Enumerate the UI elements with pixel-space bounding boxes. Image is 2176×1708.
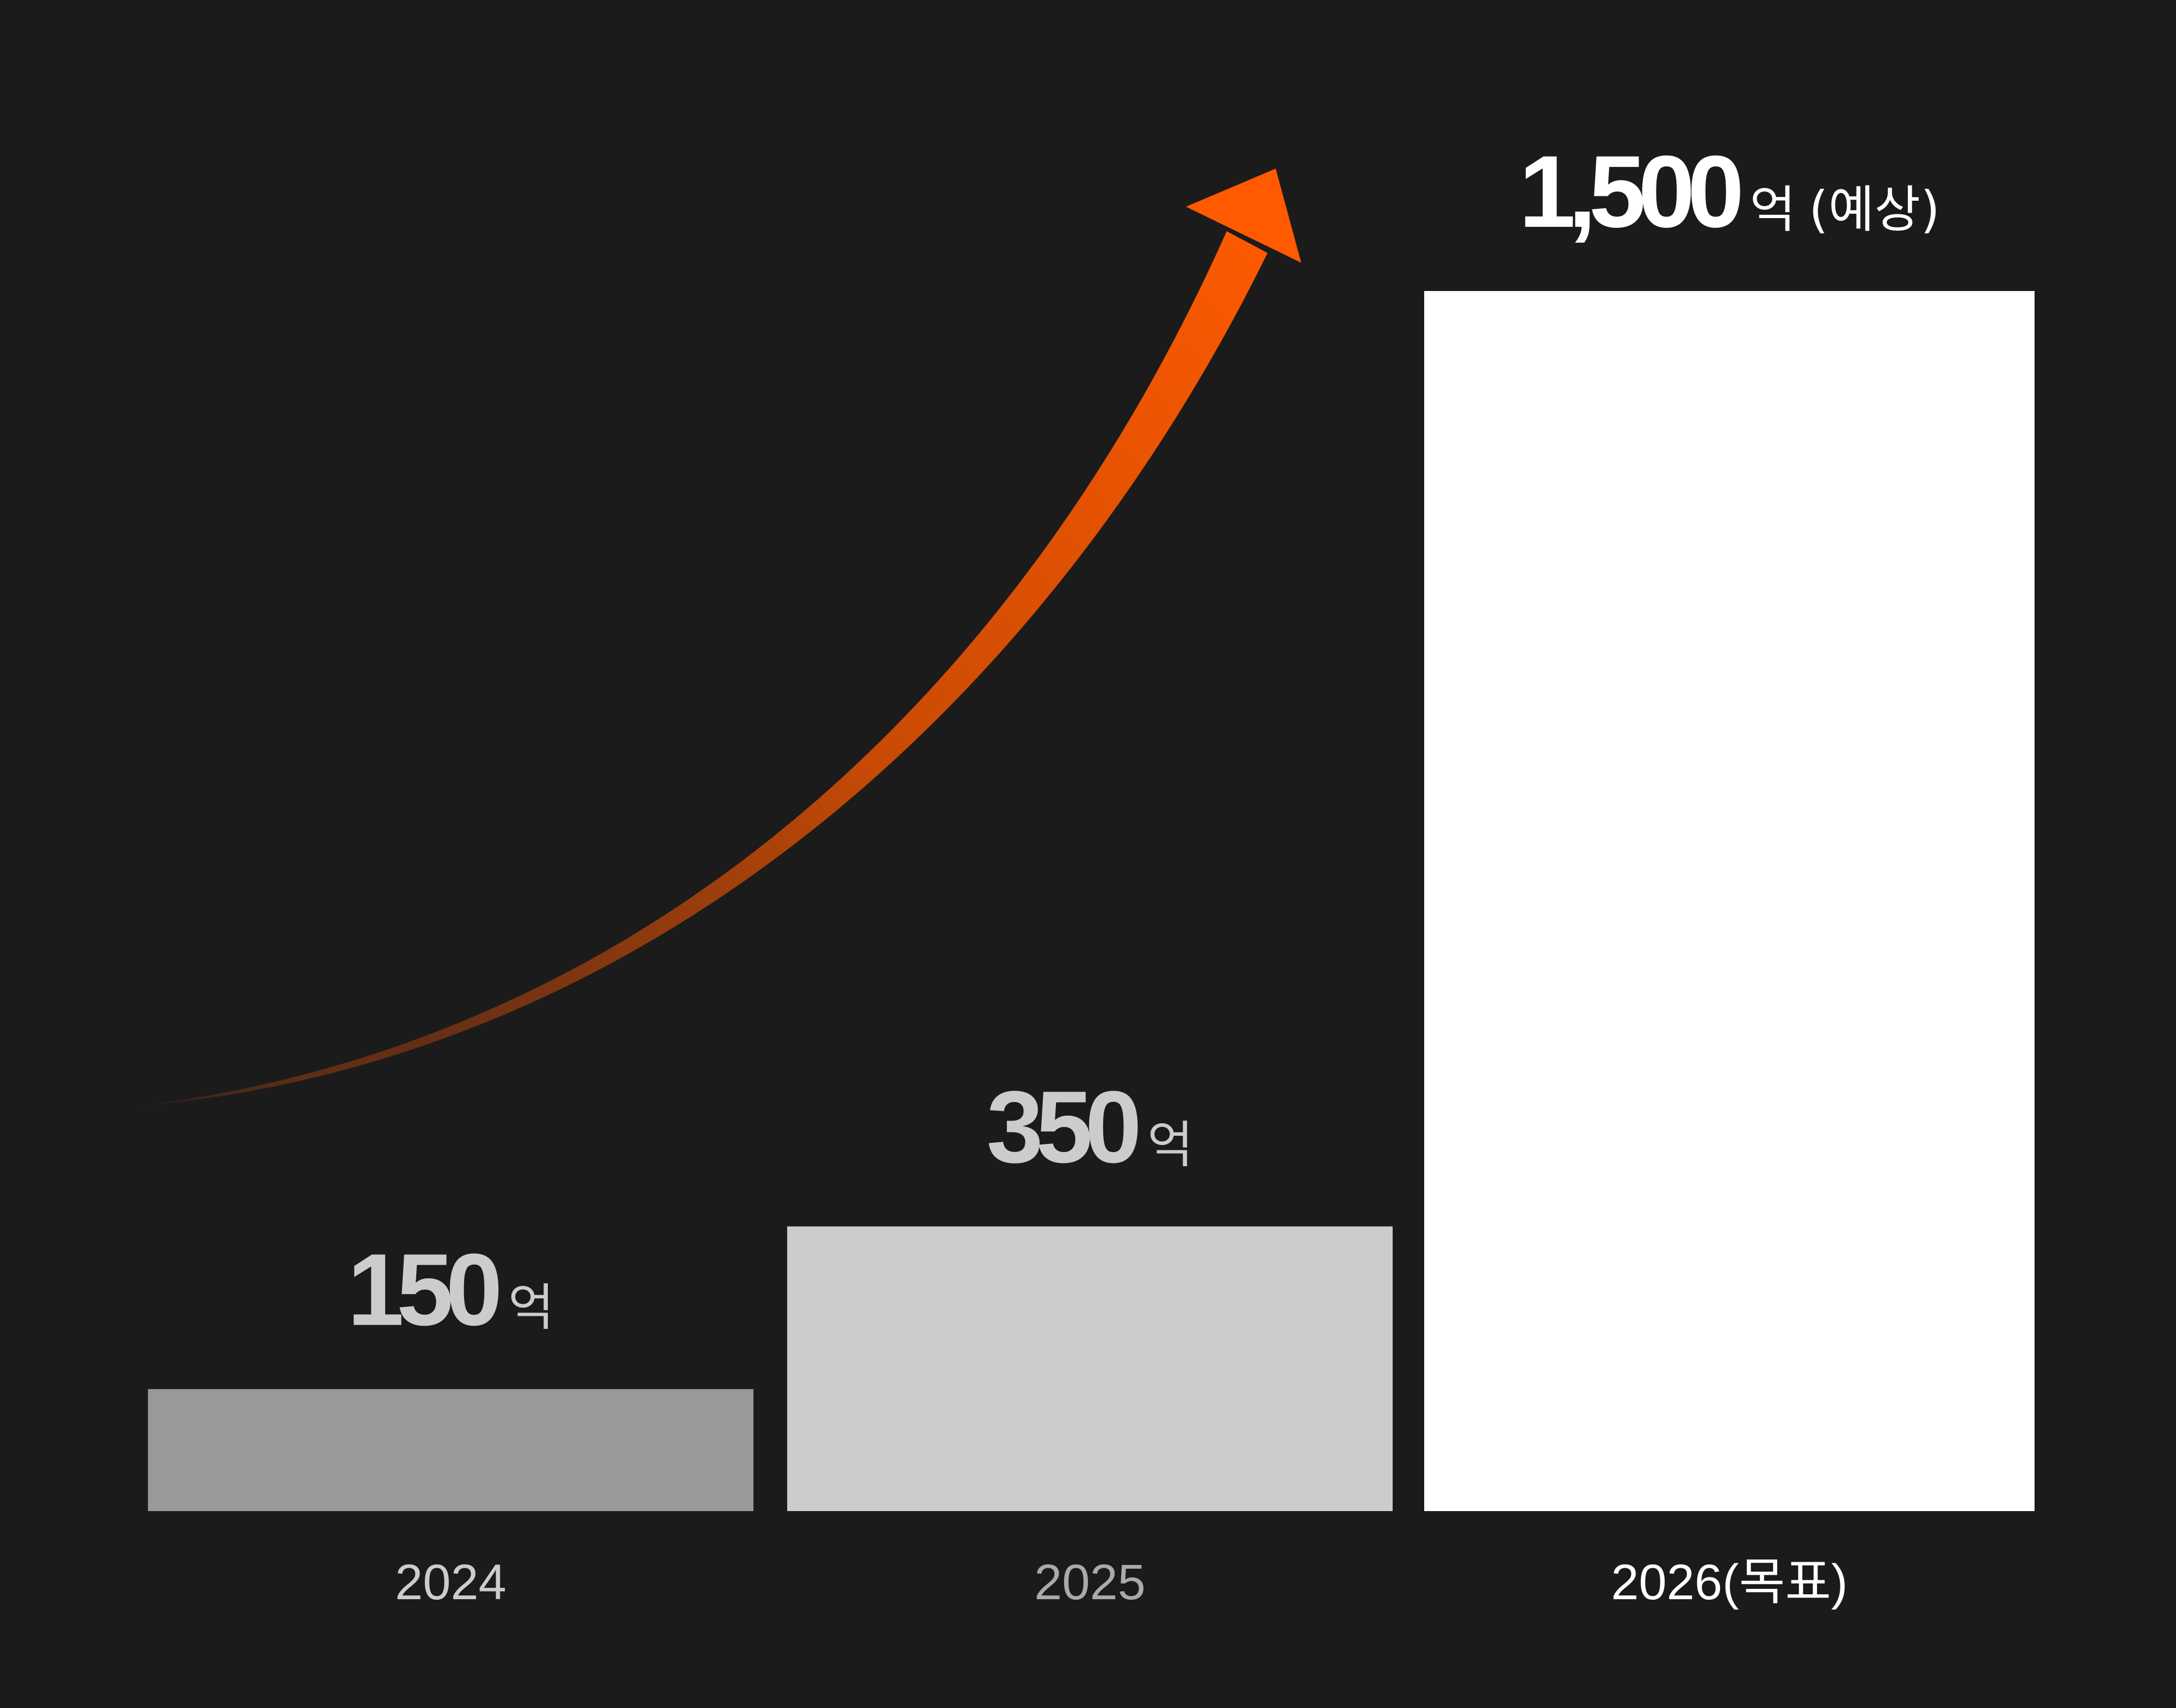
value-number: 1,500 [1519, 134, 1740, 249]
value-number: 350 [986, 1070, 1138, 1184]
value-unit: 억 [1750, 181, 1796, 239]
value-label: 350 억 [986, 1070, 1193, 1184]
value-unit: 억 [1147, 1116, 1194, 1174]
value-note: (예상) [1809, 181, 1940, 239]
value-label: 1,500 억 (예상) [1519, 134, 1940, 249]
bar-2025 [787, 1226, 1393, 1511]
trend-arrow [131, 169, 1301, 1107]
bar-2026 [1424, 291, 2035, 1511]
x-tick-label: 2025 [1034, 1555, 1146, 1610]
value-unit: 억 [508, 1279, 554, 1337]
trend-arrow-head [1186, 169, 1301, 263]
value-label: 150 억 [347, 1233, 554, 1347]
x-tick-label: 2024 [395, 1555, 506, 1610]
x-tick-label: 2026(목표) [1611, 1555, 1847, 1610]
bar-2024 [148, 1389, 753, 1511]
value-number: 150 [347, 1233, 498, 1347]
